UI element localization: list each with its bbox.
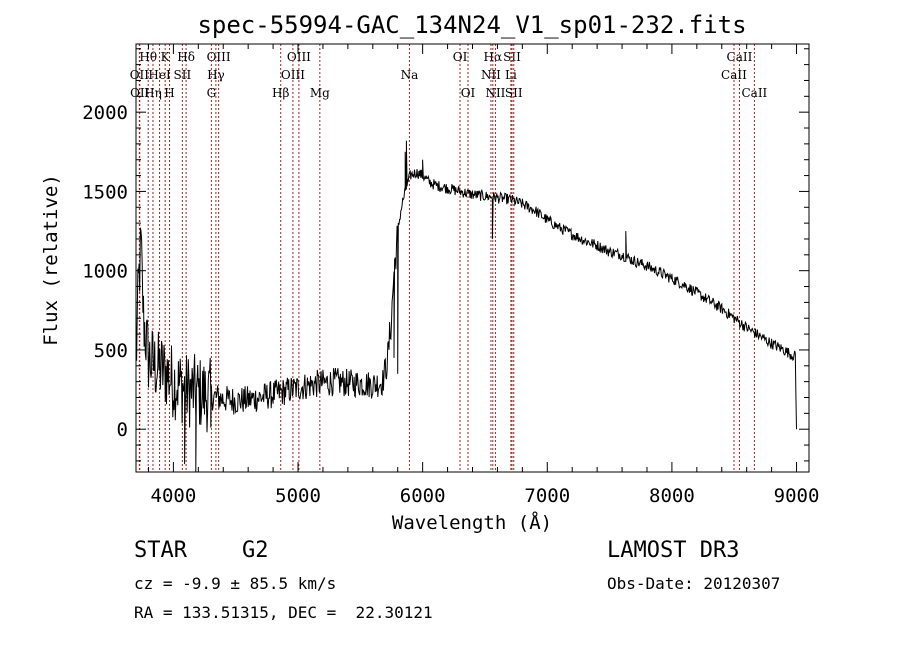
spectral-line-label: SII	[503, 50, 521, 64]
y-tick-label: 500	[94, 340, 128, 362]
spectral-line-label: OIII	[207, 50, 231, 64]
spectral-line-label: SII	[174, 68, 192, 82]
x-tick-label: 5000	[275, 485, 321, 507]
x-tick-label: 6000	[400, 485, 446, 507]
y-tick-label: 1500	[82, 181, 128, 203]
coordinates-text: RA = 133.51315, DEC = 22.30121	[134, 603, 433, 622]
spectral-line-label: Hβ	[272, 86, 289, 100]
spectral-line-label: OI	[453, 50, 468, 64]
spectral-line-label: Mg	[310, 86, 330, 100]
spectral-line-label: SII	[505, 86, 523, 100]
y-tick-label: 0	[117, 419, 128, 441]
spectral-line-label: NII	[485, 86, 505, 100]
spectral-line-label: G	[207, 86, 217, 100]
spectrum-series-line	[135, 140, 797, 473]
obs-date-text: Obs-Date: 20120307	[607, 574, 781, 593]
redshift-text: cz = -9.9 ± 85.5 km/s	[134, 574, 337, 593]
spectral-line-label: OIII	[287, 50, 311, 64]
object-class: STAR	[134, 538, 187, 563]
spectral-line-label: K	[161, 50, 171, 64]
x-tick-label: 7000	[524, 485, 570, 507]
chart-title: spec-55994-GAC_134N24_V1_sp01-232.fits	[197, 11, 746, 39]
spectral-line-label: Li	[505, 68, 517, 82]
spectral-line-label: OII	[130, 68, 150, 82]
plot-frame	[135, 43, 810, 473]
x-axis-label: Wavelength (Å)	[392, 511, 552, 534]
spectral-line-label: OIII	[281, 68, 305, 82]
y-tick-label: 1000	[82, 261, 128, 283]
spectral-line-label: Hδ	[177, 50, 195, 64]
spectral-line-label: NII	[481, 68, 501, 82]
y-axis-label: Flux (relative)	[40, 174, 62, 346]
spectral-line-label: Na	[401, 68, 419, 82]
axis-ticks: 4000 5000 6000 7000 8000 9000 0 500 1000 1500 2000	[82, 44, 819, 507]
spectral-line-label: CaII	[727, 50, 753, 64]
spectral-line-label: CaII	[721, 68, 747, 82]
y-tick-label: 2000	[82, 102, 128, 124]
spectral-line-label: Hθ	[139, 50, 157, 64]
spectral-line-label: Hα	[484, 50, 503, 64]
spectral-line-label: HeI	[148, 68, 171, 82]
survey-name: LAMOST DR3	[607, 538, 740, 563]
spectral-line-label: CaII	[741, 86, 767, 100]
x-tick-label: 8000	[649, 485, 695, 507]
x-tick-label: 9000	[774, 485, 820, 507]
spectral-line-label: Hγ	[207, 68, 225, 82]
spectral-line-label: OI	[461, 86, 476, 100]
spectral-line-label: H	[164, 86, 174, 100]
x-tick-label: 4000	[151, 485, 197, 507]
spectral-line-label: OII	[130, 86, 150, 100]
object-subclass: G2	[242, 538, 269, 563]
spectral-line-label: Hη	[144, 86, 162, 100]
